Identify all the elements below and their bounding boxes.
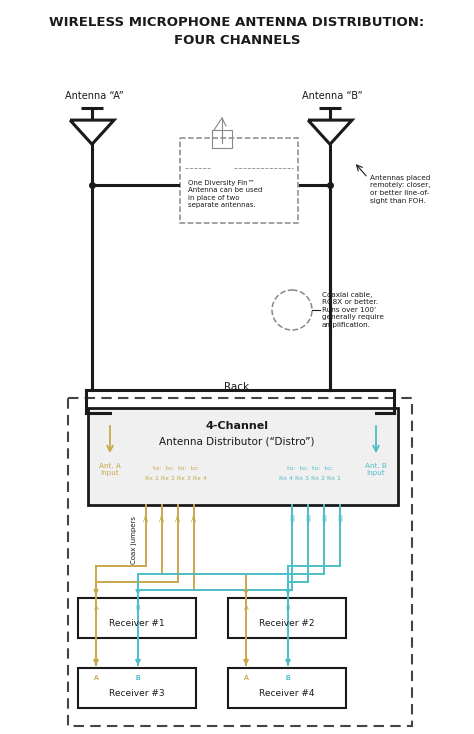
- Text: Ant. A
Input: Ant. A Input: [99, 463, 121, 476]
- Text: A: A: [191, 515, 197, 523]
- Text: Receiver #4: Receiver #4: [259, 689, 315, 699]
- Text: to:  to:  to:  to:: to: to: to: to:: [153, 465, 199, 470]
- Text: One Diversity Fin™
Antenna can be used
in place of two
separate antennas.: One Diversity Fin™ Antenna can be used i…: [188, 180, 262, 208]
- Text: Receiver #3: Receiver #3: [109, 689, 165, 699]
- Text: 4-Channel: 4-Channel: [206, 421, 268, 431]
- Bar: [228, 598, 346, 638]
- Text: B: B: [305, 515, 310, 523]
- Text: B: B: [136, 675, 140, 681]
- Bar: [228, 668, 346, 708]
- Text: Receiver #1: Receiver #1: [109, 619, 165, 628]
- Text: Coax jumpers: Coax jumpers: [131, 516, 137, 564]
- Text: B: B: [337, 515, 343, 523]
- Text: B: B: [286, 675, 291, 681]
- Text: A: A: [175, 515, 181, 523]
- Text: A: A: [244, 605, 248, 611]
- Text: Rx 1 Rx 2 Rx 3 Rx 4: Rx 1 Rx 2 Rx 3 Rx 4: [145, 476, 207, 481]
- Bar: [78, 668, 196, 708]
- Text: A: A: [244, 675, 248, 681]
- Text: A: A: [94, 675, 99, 681]
- Text: Ant. B
Input: Ant. B Input: [365, 463, 387, 476]
- Text: Rx 4 Rx 3 Rx 2 Rx 1: Rx 4 Rx 3 Rx 2 Rx 1: [279, 476, 341, 481]
- Text: Antenna “B”: Antenna “B”: [301, 91, 362, 101]
- Bar: [212, 130, 232, 148]
- Text: WIRELESS MICROPHONE ANTENNA DISTRIBUTION:: WIRELESS MICROPHONE ANTENNA DISTRIBUTION…: [49, 15, 425, 29]
- Text: A: A: [244, 675, 248, 681]
- Text: A: A: [94, 675, 99, 681]
- Bar: [88, 408, 398, 505]
- Bar: [78, 598, 196, 638]
- Text: B: B: [290, 515, 294, 523]
- Text: A: A: [94, 605, 99, 611]
- Text: Receiver #2: Receiver #2: [259, 619, 315, 628]
- Text: Antenna Distributor (“Distro”): Antenna Distributor (“Distro”): [159, 436, 315, 446]
- Text: A: A: [143, 515, 149, 523]
- Text: Antenna “A”: Antenna “A”: [64, 91, 123, 101]
- Text: to:  to:  to:  to:: to: to: to: to:: [287, 465, 333, 470]
- Text: Rack: Rack: [224, 382, 250, 392]
- Bar: [180, 138, 298, 223]
- Bar: [68, 398, 412, 726]
- Text: A: A: [159, 515, 164, 523]
- Text: Coaxial cable,
RG8X or better.
Runs over 100’
generally require
amplification.: Coaxial cable, RG8X or better. Runs over…: [322, 292, 384, 328]
- Text: B: B: [136, 675, 140, 681]
- Text: Antennas placed
remotely: closer,
or better line-of-
sight than FOH.: Antennas placed remotely: closer, or bet…: [370, 175, 430, 203]
- Text: B: B: [136, 605, 140, 611]
- Text: B: B: [321, 515, 327, 523]
- Text: B: B: [286, 605, 291, 611]
- Text: B: B: [286, 675, 291, 681]
- Text: FOUR CHANNELS: FOUR CHANNELS: [174, 34, 300, 46]
